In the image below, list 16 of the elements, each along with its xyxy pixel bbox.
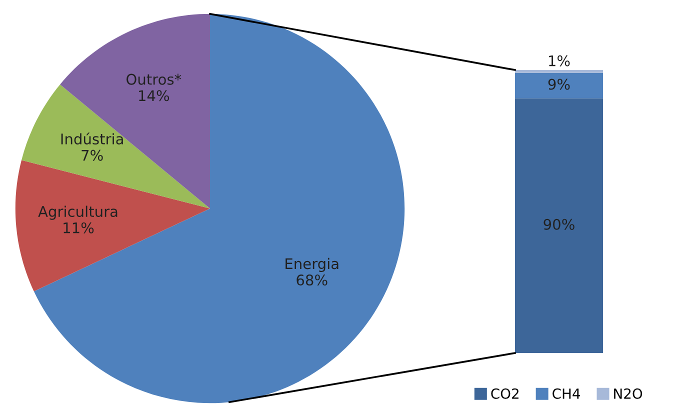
data-label: 11% [64,222,94,234]
slice-label: Indústria [61,132,123,144]
data-label: 1% [549,55,570,66]
pie-slice [15,160,210,292]
legend-label: N2O [614,388,642,399]
data-label: 90% [544,218,574,230]
data-label: 7% [82,150,103,161]
slice-label: Energia [286,258,338,272]
legend-label: CO2 [491,388,518,399]
data-label: 14% [139,90,170,102]
slice-label: Outros* [126,74,182,85]
legend-label: CH4 [552,388,580,399]
slice-label: Agricultura [38,206,118,220]
data-label: 9% [548,78,570,90]
pie-slice [34,14,405,404]
data-label: 68% [296,274,328,286]
